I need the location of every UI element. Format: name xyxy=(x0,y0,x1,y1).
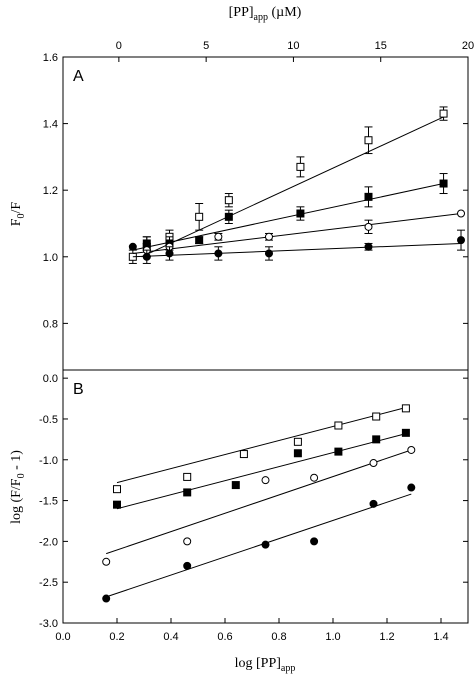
panel-a-y-title: F0/F xyxy=(9,202,27,227)
panel-a-series-open-square-point xyxy=(439,109,448,118)
panel-a-ytick-label: 1.6 xyxy=(43,52,58,64)
panel-a-series-open-circle-point xyxy=(457,209,466,218)
panel-b-ytick-label: -1.0 xyxy=(39,455,58,467)
panel-a-ytick-label: 1.4 xyxy=(43,119,58,131)
panel-a-series-filled-square-point xyxy=(224,212,233,221)
panel-b: B0.0-0.5-1.0-1.5-2.0-2.5-3.00.0 0.2 0.4 0.6… xyxy=(39,369,469,643)
panel-b-frame xyxy=(62,369,469,624)
panel-b-series-filled-square-point xyxy=(113,500,121,509)
panel-b-series-open-square-point xyxy=(293,437,302,446)
panel-b-series-open-square-point xyxy=(239,450,248,459)
panel-a-series-filled-circle-point xyxy=(128,242,137,251)
panel-b-series-open-circle-point xyxy=(261,476,270,485)
panel-a-ytick-label: 1.0 xyxy=(43,252,58,264)
panel-b-series-filled-circle-point xyxy=(369,499,378,508)
panel-b-series-open-circle-point xyxy=(310,473,319,482)
panel-a-series-open-circle-point xyxy=(364,222,373,231)
panel-a-ytick-label: 0.8 xyxy=(43,318,58,330)
panel-b-series-open-circle-point xyxy=(369,459,378,468)
panel-b-series-open-circle-point xyxy=(407,445,416,454)
panel-a-series-open-square-point xyxy=(364,136,373,145)
panel-b-xtick-label: 0.6 xyxy=(217,631,232,643)
panel-a-series-open-circle-point xyxy=(264,232,273,241)
top-axis-title: [PP]app (µM) xyxy=(229,5,302,23)
panel-a-x2tick-label: 20 xyxy=(462,40,474,52)
panel-b-series-open-square-point xyxy=(372,412,381,421)
panel-b-series-open-square-point xyxy=(113,485,121,494)
panel-a-x2tick-label: 15 xyxy=(375,40,387,52)
panel-a-series-filled-square-point xyxy=(364,192,373,201)
panel-b-series-open-circle-point xyxy=(183,537,192,546)
panel-b-xtick-label: 1.0 xyxy=(325,631,340,643)
panel-b-series-filled-circle-point xyxy=(261,540,270,549)
panel-b-ytick-label: -2.0 xyxy=(39,536,58,548)
panel-b-xtick-label: 1.4 xyxy=(433,631,448,643)
panel-b-series-open-circle-fit-line xyxy=(106,449,412,555)
panel-a-series-filled-square-point xyxy=(439,179,448,188)
panel-a-series-filled-circle-point xyxy=(364,242,373,251)
panel-a-x2tick-label: 0 xyxy=(116,40,122,52)
panel-a-series-open-circle-point xyxy=(214,232,223,241)
panel-a-series-filled-circle-point xyxy=(165,249,174,258)
panel-b-series-filled-square-point xyxy=(231,481,240,490)
panel-a-series-open-circle-fit-line xyxy=(132,213,462,254)
panel-a-series-open-square-fit-line xyxy=(141,116,444,258)
panel-a-series-open-square-point xyxy=(224,196,233,205)
panel-b-xtick-label: 0.8 xyxy=(271,631,286,643)
panel-b-ytick-label: 0.0 xyxy=(43,373,58,385)
panel-a: A 0.8 1.0 1.2 1.4 1.6 0 5 10 15 20 xyxy=(43,40,474,371)
panel-b-xtick-label: 0.0 xyxy=(55,631,70,643)
panel-b-series-filled-circle-point xyxy=(102,594,111,603)
panel-b-letter: B xyxy=(73,381,84,398)
panel-b-series-filled-circle-point xyxy=(407,483,416,492)
panel-b-series-filled-circle-fit-line xyxy=(106,493,412,598)
panel-a-series-filled-circle-point xyxy=(142,252,151,261)
panel-b-ytick-label: -0.5 xyxy=(39,414,58,426)
panel-b-series-filled-square-point xyxy=(183,488,192,497)
panel-b-series-filled-square-fit-line xyxy=(116,433,407,510)
panel-b-series-filled-square-point xyxy=(334,447,343,456)
panel-a-x2tick-label: 5 xyxy=(203,40,209,52)
panel-b-ytick-label: -3.0 xyxy=(39,618,58,630)
panel-a-series-open-square-point xyxy=(296,162,305,171)
panel-b-series-filled-circle-point xyxy=(183,561,192,570)
panel-a-x2tick-label: 10 xyxy=(287,40,299,52)
panel-b-series-open-square-fit-line xyxy=(116,407,407,484)
panel-b-xtick-label: 0.2 xyxy=(109,631,124,643)
bottom-axis-title: log [PP]app xyxy=(235,656,296,674)
panel-b-series-filled-square-point xyxy=(372,435,381,444)
panel-b-series-filled-circle-point xyxy=(310,537,319,546)
panel-b-ytick-label: -2.5 xyxy=(39,577,58,589)
panel-b-series-filled-square-point xyxy=(401,428,410,437)
panel-a-series-filled-square-point xyxy=(296,209,305,218)
panel-a-series-filled-circle-fit-line xyxy=(132,242,462,258)
panel-b-series-open-square-point xyxy=(334,421,343,430)
panel-a-letter: A xyxy=(73,68,84,85)
panel-b-y-title: log (F/F0 - 1) xyxy=(9,450,27,524)
panel-b-series-open-square-point xyxy=(183,472,192,481)
panel-b-xtick-label: 0.4 xyxy=(163,631,178,643)
panel-a-series-filled-circle-point xyxy=(457,236,466,245)
panel-a-ytick-label: 1.2 xyxy=(43,185,58,197)
panel-a-series-filled-circle-point xyxy=(214,249,223,258)
panel-b-ytick-label: -1.5 xyxy=(39,496,58,508)
panel-a-series-filled-square-point xyxy=(195,236,204,245)
panel-a-frame xyxy=(62,56,469,371)
panel-a-series-filled-circle-point xyxy=(264,249,273,258)
panel-b-series-open-square-point xyxy=(401,404,410,413)
panel-b-series-filled-square-point xyxy=(293,449,302,458)
panel-b-xtick-label: 1.2 xyxy=(379,631,394,643)
panel-a-series-filled-square-fit-line xyxy=(132,183,444,251)
panel-a-series-open-square-point xyxy=(195,212,204,221)
panel-b-series-open-circle-point xyxy=(102,557,111,566)
